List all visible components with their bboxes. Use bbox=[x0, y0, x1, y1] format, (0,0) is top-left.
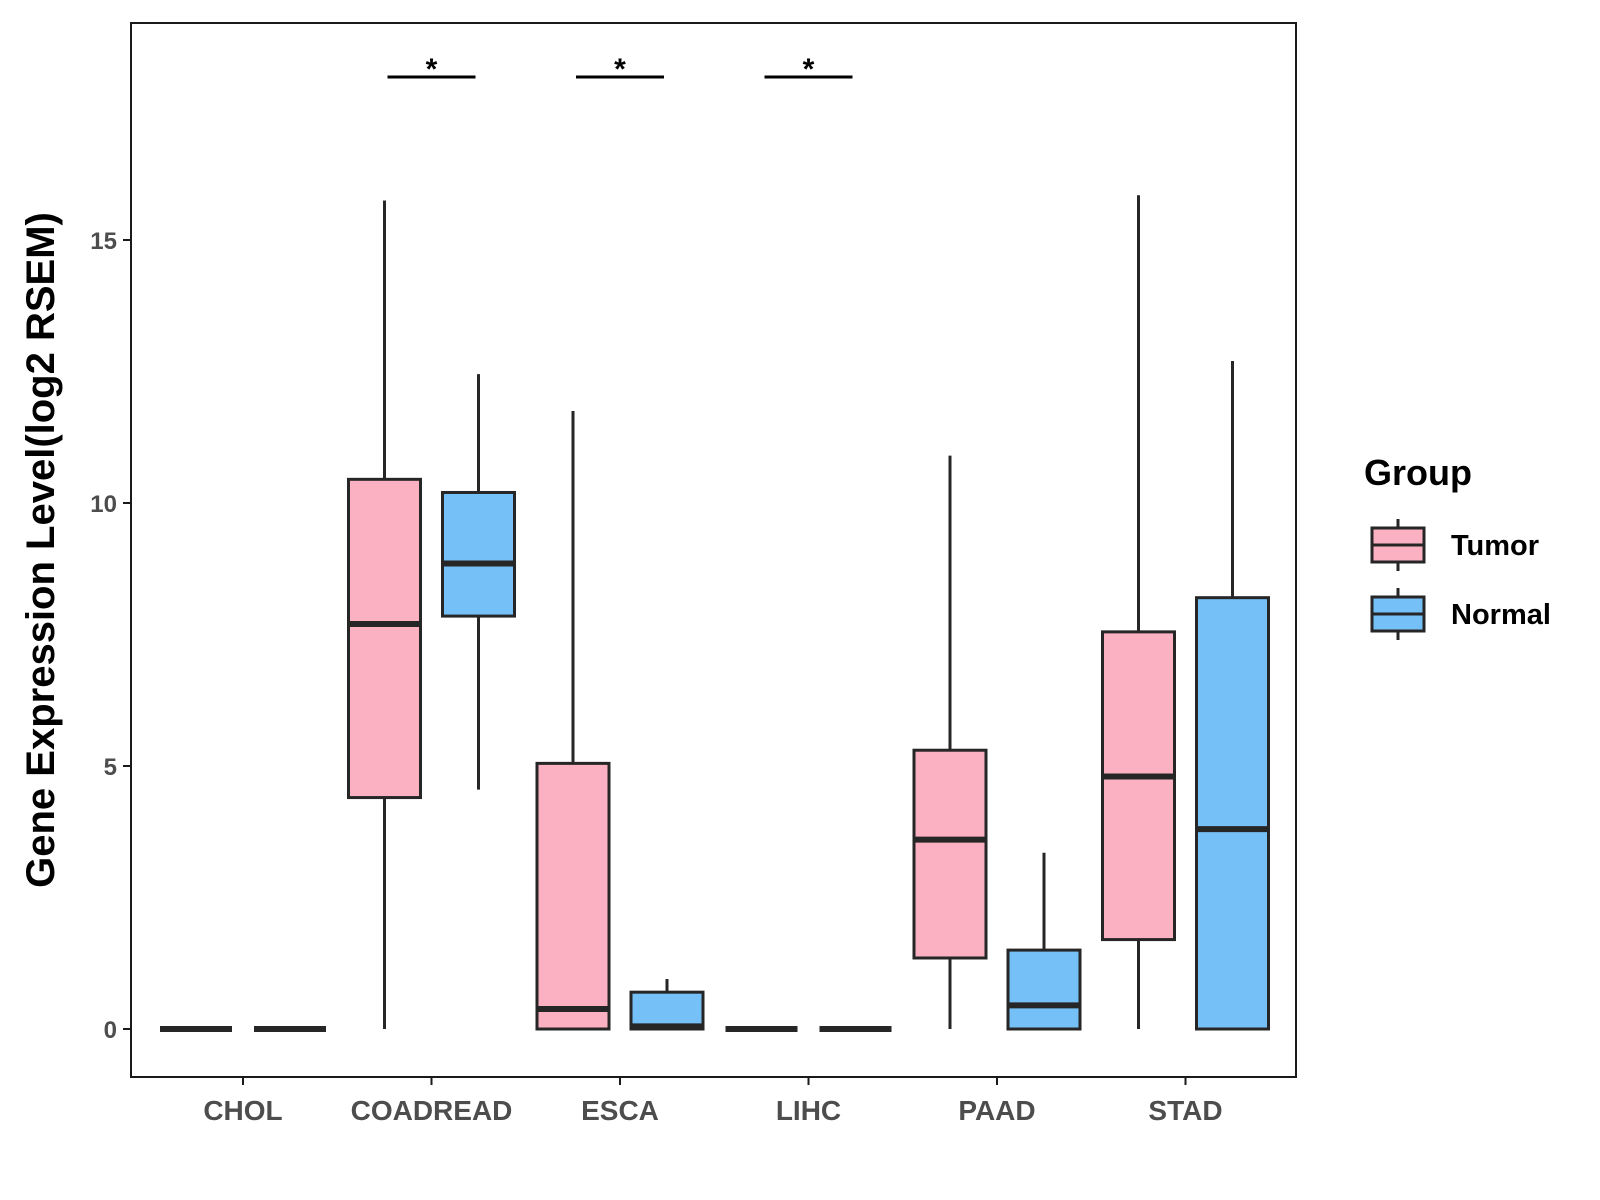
x-tick-label-lihc: LIHC bbox=[776, 1095, 841, 1126]
legend-entry-tumor: Tumor bbox=[1370, 519, 1539, 571]
box-body bbox=[1006, 948, 1082, 1031]
significance-coadread: * bbox=[387, 53, 476, 86]
box-body bbox=[535, 761, 611, 1031]
box-body bbox=[629, 990, 705, 1031]
y-tick-label: 5 bbox=[104, 754, 117, 781]
legend-title: Group bbox=[1364, 452, 1472, 493]
legend-entry-normal: Normal bbox=[1370, 588, 1551, 640]
x-tick-label-esca: ESCA bbox=[581, 1095, 659, 1126]
box-normal-stad bbox=[1195, 360, 1270, 1031]
box-normal-coadread bbox=[441, 374, 516, 790]
box-normal-paad bbox=[1006, 852, 1082, 1031]
y-axis-title: Gene Expression Level(log2 RSEM) bbox=[19, 212, 63, 888]
box-tumor-paad bbox=[912, 455, 988, 1029]
y-tick-label: 10 bbox=[90, 491, 117, 518]
y-tick-label: 15 bbox=[90, 228, 117, 255]
significance-star: * bbox=[614, 53, 626, 86]
significance-star: * bbox=[426, 53, 438, 86]
legend-label: Tumor bbox=[1451, 530, 1539, 562]
box-body bbox=[1195, 596, 1270, 1031]
legend: Group Tumor Normal bbox=[1364, 452, 1551, 640]
legend-label: Normal bbox=[1451, 599, 1551, 631]
box-body bbox=[912, 748, 988, 960]
significance-star: * bbox=[803, 53, 815, 86]
x-tick-label-coadread: COADREAD bbox=[351, 1095, 513, 1126]
box-body bbox=[1101, 630, 1176, 942]
x-tick-label-paad: PAAD bbox=[958, 1095, 1035, 1126]
box-tumor-esca bbox=[535, 410, 611, 1031]
plot-layer: * * * bbox=[160, 53, 1270, 1032]
x-tick-label-stad: STAD bbox=[1148, 1095, 1222, 1126]
x-tick-label-chol: CHOL bbox=[203, 1095, 282, 1126]
box-tumor-coadread bbox=[347, 200, 422, 1029]
box-tumor-stad bbox=[1101, 195, 1176, 1029]
significance-lihc: * bbox=[764, 53, 853, 86]
significance-esca: * bbox=[576, 53, 664, 86]
box-body bbox=[347, 477, 422, 800]
box-normal-esca bbox=[629, 979, 705, 1031]
box-body bbox=[441, 490, 516, 618]
axes-layer: 0 5 10 15 CHOL COADREAD ESCA LIHC PAAD STAD bbox=[90, 228, 1222, 1126]
y-tick-label: 0 bbox=[104, 1017, 117, 1044]
